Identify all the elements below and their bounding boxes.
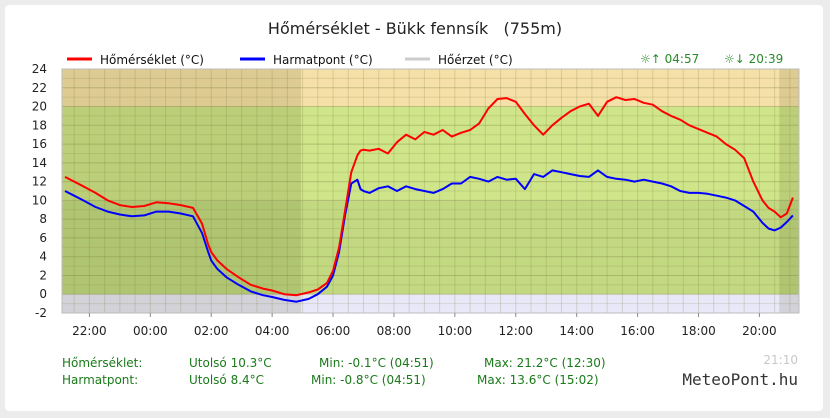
y-tick-label: 2	[39, 268, 47, 282]
stat-label: Harmatpont:	[62, 373, 138, 387]
y-tick-label: 0	[39, 287, 47, 301]
x-tick-label: 00:00	[133, 324, 168, 338]
stat-max: Max: 21.2°C (12:30)	[484, 356, 606, 370]
band-0	[62, 69, 799, 107]
y-tick-label: 16	[32, 137, 47, 151]
y-tick-label: 8	[39, 212, 47, 226]
plot-background	[62, 69, 799, 313]
stat-label: Hőmérséklet:	[62, 356, 142, 370]
sunrise-time: ☼↑ 04:57	[640, 52, 699, 66]
brand-logo[interactable]: MeteoPont.hu	[682, 370, 798, 389]
stat-max: Max: 13.6°C (15:02)	[477, 373, 599, 387]
legend-label-dewpoint: Harmatpont (°C)	[273, 53, 373, 67]
legend-label-heat-index: Hőérzet (°C)	[438, 53, 513, 67]
series-line	[64, 96, 794, 297]
series-line	[64, 169, 794, 303]
stats-dewpoint: Harmatpont: Utolsó 8.4°C Min: -0.8°C (04…	[62, 373, 599, 387]
stat-min: Min: -0.1°C (04:51)	[319, 356, 434, 370]
x-axis: 22:00 00:00 02:00 04:00 06:00 08:00 10:00 12:00…	[72, 313, 777, 338]
x-tick-label: 22:00	[72, 324, 107, 338]
x-tick-label: 10:00	[438, 324, 473, 338]
x-tick-label: 02:00	[194, 324, 229, 338]
update-timestamp: 21:10	[763, 353, 798, 367]
y-tick-label: 12	[32, 175, 47, 189]
y-tick-label: 4	[39, 250, 47, 264]
y-tick-label: 14	[32, 156, 47, 170]
series-lines	[64, 96, 794, 303]
x-tick-label: 14:00	[559, 324, 594, 338]
plot-frame	[61, 68, 800, 314]
y-tick-label: -2	[35, 306, 47, 320]
stat-min: Min: -0.8°C (04:51)	[311, 373, 426, 387]
y-tick-label: 6	[39, 231, 47, 245]
night-shade-0	[62, 69, 302, 313]
x-tick-label: 04:00	[255, 324, 290, 338]
legend: Hőmérséklet (°C) Harmatpont (°C) Hőérzet…	[67, 52, 783, 67]
y-tick-label: 20	[32, 100, 47, 114]
y-tick-label: 22	[32, 81, 47, 95]
stats-temperature: Hőmérséklet: Utolsó 10.3°C Min: -0.1°C (…	[62, 356, 606, 370]
legend-label-temperature: Hőmérséklet (°C)	[100, 53, 204, 67]
band-2	[62, 200, 799, 295]
stat-last: Utolsó 8.4°C	[189, 373, 264, 387]
gridlines	[61, 68, 800, 314]
band-3	[62, 294, 799, 313]
x-tick-label: 08:00	[377, 324, 412, 338]
night-shade-1	[779, 69, 799, 313]
x-tick-label: 20:00	[742, 324, 777, 338]
sunset-time: ☼↓ 20:39	[724, 52, 783, 66]
y-tick-label: 18	[32, 118, 47, 132]
y-tick-label: 24	[32, 62, 47, 76]
band-1	[62, 106, 799, 201]
chart-title: Hőmérséklet - Bükk fennsík (755m)	[268, 19, 562, 38]
x-tick-label: 06:00	[316, 324, 351, 338]
stat-last: Utolsó 10.3°C	[189, 356, 272, 370]
x-tick-label: 16:00	[620, 324, 655, 338]
x-tick-label: 18:00	[681, 324, 716, 338]
y-tick-label: 10	[32, 193, 47, 207]
x-tick-label: 12:00	[498, 324, 533, 338]
